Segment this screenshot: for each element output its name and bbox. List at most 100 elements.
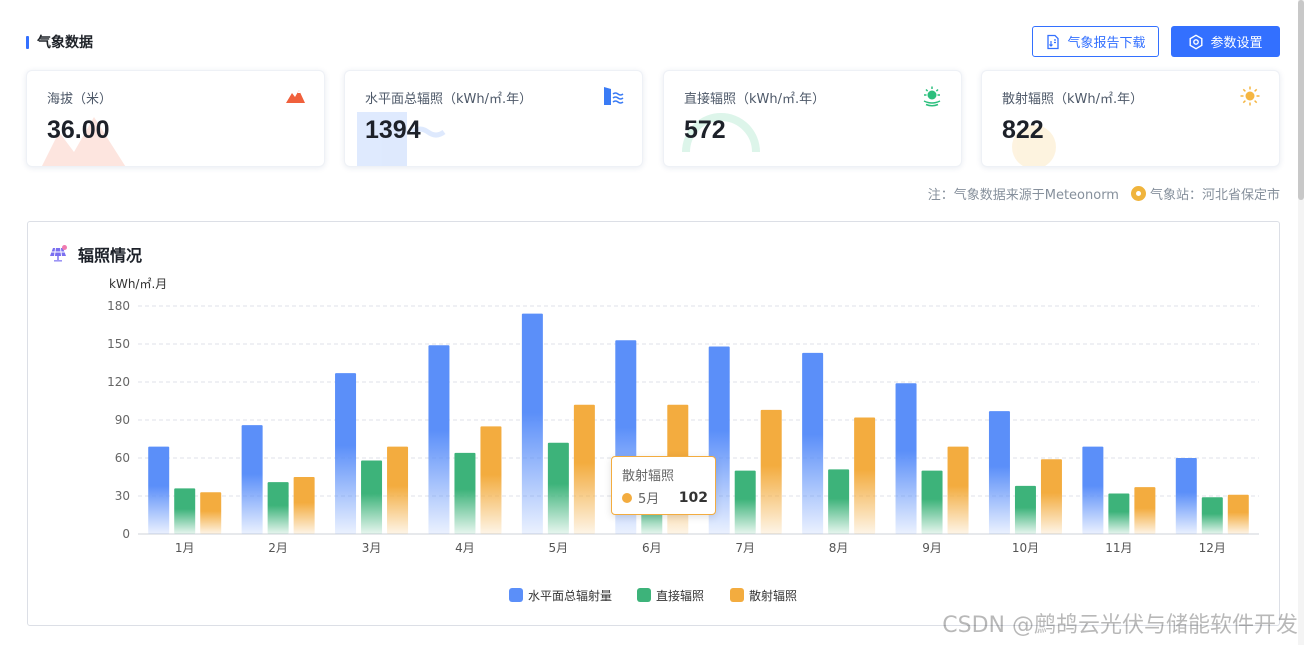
bar-0-4 [521,313,543,534]
bar-2-9 [1040,459,1062,534]
y-tick-label: 30 [115,489,130,503]
bar-1-9 [1014,485,1036,534]
bar-0-11 [1175,458,1197,534]
download-report-button[interactable]: 气象报告下载 [1032,26,1159,57]
header: 气象数据 气象报告下载 参数设置 [26,26,1280,58]
bar-2-6 [760,409,782,534]
card-altitude: 海拔（米） 36.00 [26,70,325,167]
x-tick-label: 8月 [829,541,849,555]
settings-button[interactable]: 参数设置 [1171,26,1280,57]
bar-1-1 [267,482,289,534]
y-tick-label: 60 [115,451,130,465]
x-tick-label: 9月 [922,541,942,555]
station-text: 气象站：河北省保定市 [1149,188,1280,203]
x-tick-label: 1月 [175,541,195,555]
tooltip-label: 5月 [638,492,660,507]
legend-label-0: 水平面总辐射量 [528,588,612,603]
y-tick-label: 150 [107,337,130,351]
x-tick-label: 4月 [455,541,475,555]
y-tick-label: 90 [115,413,130,427]
card-label: 散射辐照（kWh/㎡.年） [1002,92,1144,107]
water-wave-icon [604,87,624,105]
bar-2-2 [387,446,409,534]
bar-0-2 [335,373,357,534]
x-tick-label: 7月 [735,541,755,555]
card-value: 1394 [365,116,421,144]
panel-title-text: 辐照情况 [78,246,143,265]
source-note-text: 注：气象数据来源于Meteonorm [927,188,1119,203]
bar-0-0 [148,446,170,534]
tooltip-value: 102 [678,489,708,506]
card-label: 直接辐照（kWh/㎡.年） [684,92,826,107]
card-value: 822 [1002,116,1044,144]
bar-1-8 [921,470,943,534]
download-report-label: 气象报告下载 [1067,36,1146,51]
solar-panel-icon [50,245,67,262]
y-axis-unit-label: kWh/㎡.月 [109,277,167,291]
document-download-icon [1047,34,1060,49]
location-icon [1130,186,1146,201]
bar-2-3 [480,426,502,534]
card-direct-irradiance: 直接辐照（kWh/㎡.年） 572 [663,70,962,167]
irradiance-chart: kWh/㎡.月 0 30 60 90 120 150 180 1月 2月 3月 4月 5月 6月 7月 8月 9… [107,277,1259,603]
stat-cards: 海拔（米） 36.00 水平面总辐照（kWh/㎡.年） 1394 直接辐照（kW… [26,70,1280,167]
data-source-note: 注：气象数据来源于Meteonorm 气象站：河北省保定市 [928,184,1280,203]
card-value: 572 [684,116,726,144]
x-tick-label: 11月 [1105,541,1132,555]
bar-1-11 [1201,497,1223,534]
card-value: 36.00 [47,116,110,144]
card-global-horizontal: 水平面总辐照（kWh/㎡.年） 1394 [344,70,643,167]
sunrise-bg-decoration [682,113,760,153]
mountain-icon [286,90,305,103]
bar-2-4 [573,404,595,534]
y-tick-label: 120 [107,375,130,389]
watermark: CSDN @鹧鸪云光伏与储能软件开发 [942,613,1298,638]
tooltip-row: 5月 102 [622,488,708,507]
bar-1-3 [454,452,476,534]
x-tick-label: 10月 [1012,541,1039,555]
bar-0-1 [241,425,263,534]
y-tick-label: 0 [122,527,130,541]
bar-1-2 [361,460,383,534]
sun-bg-decoration [1012,125,1056,166]
x-tick-label: 2月 [268,541,288,555]
bar-2-0 [200,492,222,534]
legend-swatch-2 [730,588,744,602]
card-label: 海拔（米） [47,92,113,107]
y-tick-label: 180 [107,299,130,313]
x-tick-label: 3月 [362,541,382,555]
water-bg-decoration [357,112,446,166]
chart-tooltip: 散射辐照 5月 102 [611,456,716,515]
bar-1-10 [1108,493,1130,534]
scrollbar-track[interactable] [1298,0,1304,645]
section-title-text: 气象数据 [37,35,93,51]
bar-0-7 [802,352,824,534]
panel-title: 辐照情况 [48,242,142,266]
bar-2-7 [854,417,876,534]
x-tick-label: 6月 [642,541,662,555]
bar-0-3 [428,345,450,534]
sunrise-icon [923,86,941,107]
bar-1-0 [174,488,196,534]
bar-1-4 [547,442,569,534]
bar-2-8 [947,446,969,534]
scrollbar-thumb[interactable] [1298,0,1304,200]
bar-0-8 [895,383,917,534]
settings-hexagon-icon [1189,33,1203,50]
tooltip-series-dot [622,492,632,503]
x-tick-label: 12月 [1199,541,1226,555]
sun-icon [1240,86,1260,106]
bar-1-7 [828,469,850,534]
x-tick-label: 5月 [549,541,569,555]
settings-label: 参数设置 [1210,36,1263,51]
bar-1-6 [734,470,756,534]
irradiance-panel: 辐照情况 kWh/㎡.月 0 30 60 90 120 150 180 1月 2月 3月 4月 5月 6月… [27,221,1280,626]
mountain-bg-decoration [42,117,126,166]
legend-label-1: 直接辐照 [656,588,704,603]
tooltip-title: 散射辐照 [622,469,675,484]
title-accent-bar [26,35,29,49]
bar-2-10 [1134,487,1156,534]
bar-2-11 [1227,494,1249,534]
bar-0-10 [1082,446,1104,534]
